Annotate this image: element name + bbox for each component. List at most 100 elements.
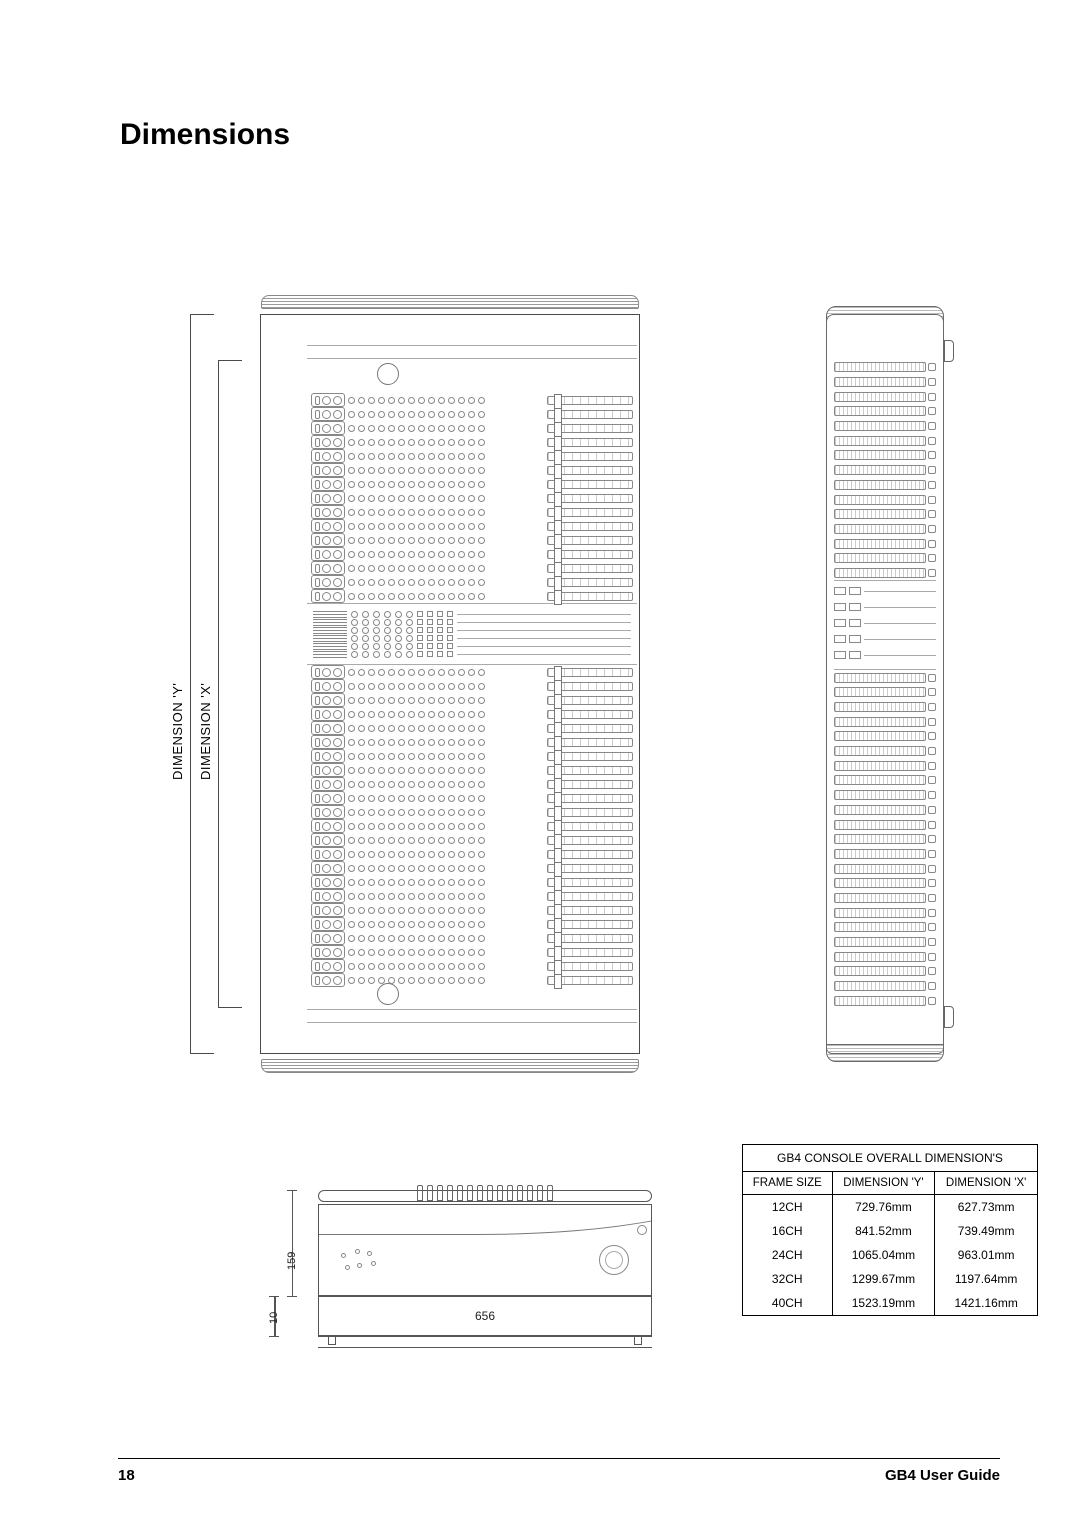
end-base: 656 (318, 1296, 652, 1336)
table-cell: 841.52mm (832, 1219, 935, 1243)
side-channel-profile (834, 905, 936, 920)
channel-strip (307, 693, 637, 707)
channel-connector (311, 945, 345, 959)
channel-fader (547, 948, 633, 957)
channel-fader (547, 438, 633, 447)
channel-fader (547, 682, 633, 691)
channel-connector (311, 833, 345, 847)
channel-fader (547, 752, 633, 761)
channel-strip (307, 833, 637, 847)
side-channel-rows (834, 360, 936, 1008)
channel-fader (547, 710, 633, 719)
channel-connector (311, 847, 345, 861)
channel-fader (547, 892, 633, 901)
side-channel-profile (834, 507, 936, 522)
page-number: 18 (118, 1467, 135, 1484)
end-rail-value: 10 (268, 1312, 280, 1324)
channel-connector (311, 763, 345, 777)
channel-fader (547, 766, 633, 775)
channel-strip (307, 847, 637, 861)
side-channel-profile (834, 492, 936, 507)
channel-strip (307, 791, 637, 805)
top-large-knob (377, 363, 399, 385)
table-cell: 24CH (743, 1243, 832, 1267)
channel-strip (307, 589, 637, 603)
side-channel-profile (834, 817, 936, 832)
channel-strip (307, 561, 637, 575)
end-crossbar (318, 1190, 652, 1202)
channel-strips (307, 393, 637, 975)
channel-fader (547, 794, 633, 803)
page-footer: 18 GB4 User Guide (118, 1458, 1000, 1484)
side-channel-profile (834, 861, 936, 876)
channel-fader (547, 976, 633, 985)
channel-connector (311, 519, 345, 533)
channel-connector (311, 463, 345, 477)
channel-fader (547, 962, 633, 971)
channel-fader (547, 396, 633, 405)
side-channel-profile (834, 729, 936, 744)
side-channel-profile (834, 935, 936, 950)
channel-fader (547, 564, 633, 573)
table-cell: 1197.64mm (935, 1267, 1037, 1291)
side-channel-profile (834, 478, 936, 493)
channel-strip (307, 407, 637, 421)
channel-connector (311, 665, 345, 679)
side-channel-profile (834, 714, 936, 729)
channel-fader (547, 508, 633, 517)
channel-fader (547, 822, 633, 831)
channel-connector (311, 435, 345, 449)
channel-strip (307, 679, 637, 693)
side-channel-profile (834, 419, 936, 434)
channel-fader (547, 578, 633, 587)
dimension-x-label: DIMENSION 'X' (198, 683, 213, 780)
channel-strip (307, 449, 637, 463)
channel-connector (311, 407, 345, 421)
side-channel-profile (834, 964, 936, 979)
channel-fader (547, 864, 633, 873)
channel-connector (311, 561, 345, 575)
col-dimension-y: DIMENSION 'Y' (832, 1172, 935, 1195)
table-cell: 1421.16mm (935, 1291, 1037, 1315)
channel-connector (311, 693, 345, 707)
channel-strip (307, 665, 637, 679)
channel-connector (311, 477, 345, 491)
side-channel-profile (834, 832, 936, 847)
channel-connector (311, 421, 345, 435)
side-top-bracket (944, 340, 954, 362)
top-cap-row (307, 345, 637, 359)
channel-fader (547, 724, 633, 733)
channel-strip (307, 917, 637, 931)
channel-fader (547, 424, 633, 433)
channel-fader (547, 550, 633, 559)
channel-connector (311, 917, 345, 931)
table-row: 40CH1523.19mm1421.16mm (743, 1291, 1037, 1315)
console-side-view-diagram (820, 314, 950, 1054)
channel-connector (311, 791, 345, 805)
table-row: 32CH1299.67mm1197.64mm (743, 1267, 1037, 1291)
dimension-y-label: DIMENSION 'Y' (170, 683, 185, 780)
channel-strip (307, 763, 637, 777)
table-cell: 729.76mm (832, 1195, 935, 1220)
dimensions-table-header-row: FRAME SIZE DIMENSION 'Y' DIMENSION 'X' (743, 1172, 1037, 1195)
side-channel-profile (834, 448, 936, 463)
console-end-view-diagram: 159 10 656 (262, 1190, 652, 1370)
dimensions-table: GB4 CONSOLE OVERALL DIMENSION'S FRAME SI… (742, 1144, 1038, 1316)
table-cell: 16CH (743, 1219, 832, 1243)
channel-fader (547, 878, 633, 887)
side-channel-profile (834, 744, 936, 759)
channel-strip (307, 707, 637, 721)
col-frame-size: FRAME SIZE (743, 1172, 832, 1195)
side-channel-profile (834, 758, 936, 773)
channel-connector (311, 679, 345, 693)
channel-strip (307, 861, 637, 875)
end-height-bracket: 159 10 (262, 1190, 312, 1348)
side-channel-profile (834, 949, 936, 964)
end-body (318, 1204, 652, 1296)
side-channel-profile (834, 522, 936, 537)
channel-connector (311, 721, 345, 735)
side-channel-profile (834, 463, 936, 478)
channel-strip (307, 875, 637, 889)
channel-strip (307, 735, 637, 749)
bottom-cap-row (307, 1009, 637, 1023)
